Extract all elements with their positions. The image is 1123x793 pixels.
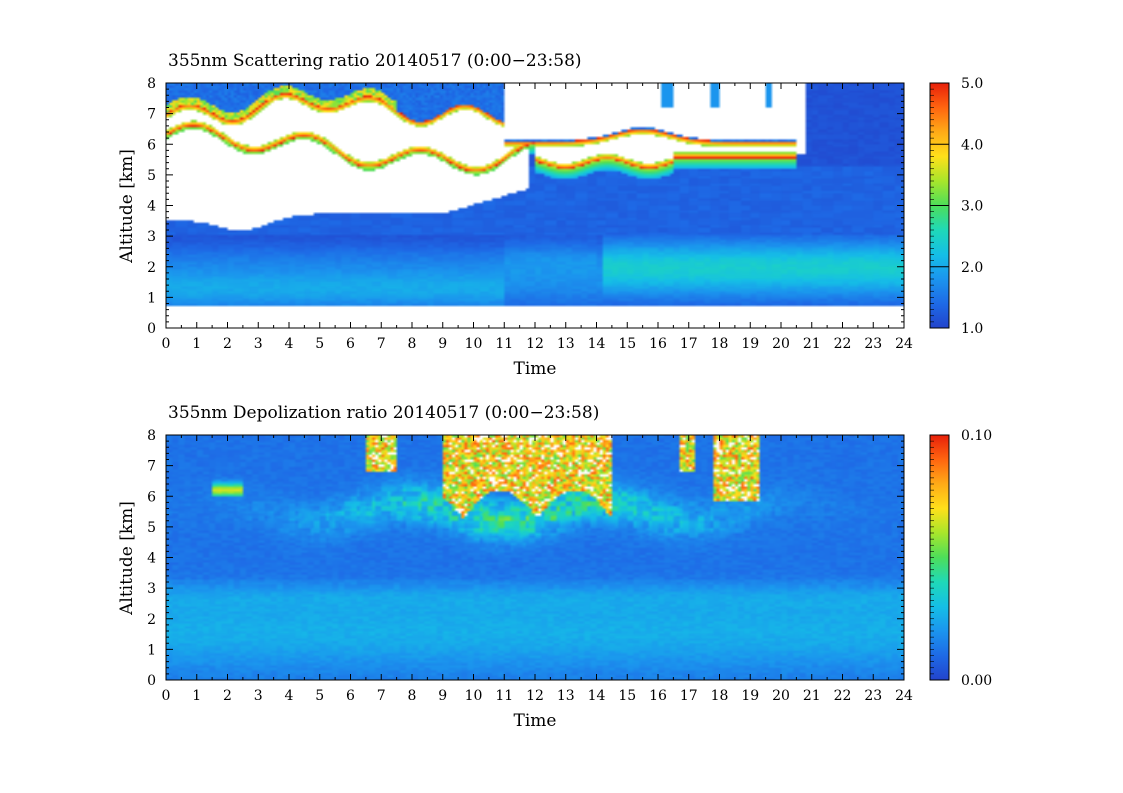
- x-tick-label: 9: [438, 336, 447, 352]
- y-tick-label: 1: [147, 642, 156, 658]
- heatmap-image: [166, 435, 904, 680]
- x-tick-label: 7: [377, 336, 386, 352]
- y-tick-label: 3: [147, 229, 156, 245]
- colorbar-tick-label: 1.0: [961, 321, 983, 337]
- y-tick-label: 2: [147, 260, 156, 276]
- scattering-ylabel: Altitude [km]: [117, 149, 137, 264]
- x-tick-label: 14: [588, 688, 606, 704]
- y-tick-label: 7: [147, 459, 156, 475]
- scattering-panel: 355nm Scattering ratio 20140517 (0:00−23…: [117, 51, 983, 379]
- y-tick-label: 8: [147, 428, 156, 444]
- scattering-colorbar: 1.0 2.0 3.0 4.0 5.0: [929, 76, 983, 337]
- x-tick-label: 18: [711, 336, 729, 352]
- y-tick-label: 4: [147, 199, 156, 215]
- x-tick-label: 7: [377, 688, 386, 704]
- x-tick-label: 13: [557, 336, 575, 352]
- x-tick-label: 23: [864, 688, 882, 704]
- x-tick-label: 16: [649, 688, 667, 704]
- x-tick-label: 0: [162, 688, 171, 704]
- y-tick-label: 6: [147, 489, 156, 505]
- y-tick-label: 2: [147, 612, 156, 628]
- x-tick-label: 4: [285, 336, 294, 352]
- x-tick-label: 2: [223, 688, 232, 704]
- x-tick-label: 12: [526, 688, 544, 704]
- colorbar-tick-label: 4.0: [961, 137, 983, 153]
- x-tick-label: 1: [192, 688, 201, 704]
- scattering-title: 355nm Scattering ratio 20140517 (0:00−23…: [168, 51, 582, 71]
- x-tick-label: 11: [495, 336, 513, 352]
- y-tick-label: 8: [147, 76, 156, 92]
- x-tick-label: 12: [526, 336, 544, 352]
- colorbar-tick-label: 2.0: [961, 260, 983, 276]
- x-tick-label: 21: [803, 336, 821, 352]
- x-tick-label: 21: [803, 688, 821, 704]
- x-tick-label: 5: [315, 688, 324, 704]
- x-tick-label: 20: [772, 688, 790, 704]
- x-tick-label: 1: [192, 336, 201, 352]
- x-tick-label: 6: [346, 336, 355, 352]
- colorbar-tick-label: 3.0: [961, 199, 983, 215]
- y-tick-label: 0: [147, 673, 156, 689]
- depolarization-panel: 355nm Depolization ratio 20140517 (0:00−…: [117, 403, 992, 731]
- x-tick-label: 17: [680, 336, 698, 352]
- depolarization-ylabel: Altitude [km]: [117, 501, 137, 616]
- x-tick-label: 10: [465, 336, 483, 352]
- heatmap-image: [166, 83, 904, 328]
- x-tick-label: 10: [465, 688, 483, 704]
- x-tick-label: 5: [315, 336, 324, 352]
- x-tick-label: 3: [254, 688, 263, 704]
- x-tick-label: 24: [895, 336, 913, 352]
- depolarization-axes: 0 1 2 3 4 5 6 7 8 9 10 11 12 13 14 15 16 17 18 19 20 21 22 23 24…: [147, 428, 913, 704]
- x-tick-label: 19: [741, 336, 759, 352]
- y-tick-label: 5: [147, 520, 156, 536]
- x-tick-label: 14: [588, 336, 606, 352]
- x-tick-label: 18: [711, 688, 729, 704]
- depolarization-xlabel: Time: [514, 711, 557, 731]
- x-tick-label: 3: [254, 336, 263, 352]
- x-tick-label: 13: [557, 688, 575, 704]
- y-tick-label: 0: [147, 321, 156, 337]
- colorbar-tick-label: 0.00: [961, 673, 992, 689]
- y-tick-label: 5: [147, 168, 156, 184]
- x-tick-label: 16: [649, 336, 667, 352]
- y-tick-label: 6: [147, 137, 156, 153]
- x-tick-label: 9: [438, 688, 447, 704]
- x-tick-label: 20: [772, 336, 790, 352]
- depolarization-title: 355nm Depolization ratio 20140517 (0:00−…: [168, 403, 599, 423]
- x-tick-label: 11: [495, 688, 513, 704]
- x-tick-label: 8: [408, 336, 417, 352]
- x-tick-label: 22: [834, 688, 852, 704]
- y-tick-label: 3: [147, 581, 156, 597]
- depolarization-colorbar: 0.00 0.10: [929, 428, 992, 689]
- y-tick-label: 7: [147, 107, 156, 123]
- y-tick-label: 1: [147, 290, 156, 306]
- x-tick-label: 19: [741, 688, 759, 704]
- depolarization-plot: [166, 435, 904, 680]
- colorbar-tick-label: 0.10: [961, 428, 992, 444]
- x-tick-label: 0: [162, 336, 171, 352]
- x-tick-label: 22: [834, 336, 852, 352]
- x-tick-label: 8: [408, 688, 417, 704]
- scattering-xlabel: Time: [514, 359, 557, 379]
- scattering-plot: [166, 83, 904, 328]
- scattering-axes: 0 1 2 3 4 5 6 7 8 9 10 11 12 13 14 15 16 17 18 19 20 21 22 23 24…: [147, 76, 913, 352]
- x-tick-label: 24: [895, 688, 913, 704]
- x-tick-label: 2: [223, 336, 232, 352]
- colorbar-tick-label: 5.0: [961, 76, 983, 92]
- y-tick-label: 4: [147, 551, 156, 567]
- x-tick-label: 23: [864, 336, 882, 352]
- x-tick-label: 15: [618, 688, 636, 704]
- x-tick-label: 6: [346, 688, 355, 704]
- x-tick-label: 15: [618, 336, 636, 352]
- x-tick-label: 4: [285, 688, 294, 704]
- x-tick-label: 17: [680, 688, 698, 704]
